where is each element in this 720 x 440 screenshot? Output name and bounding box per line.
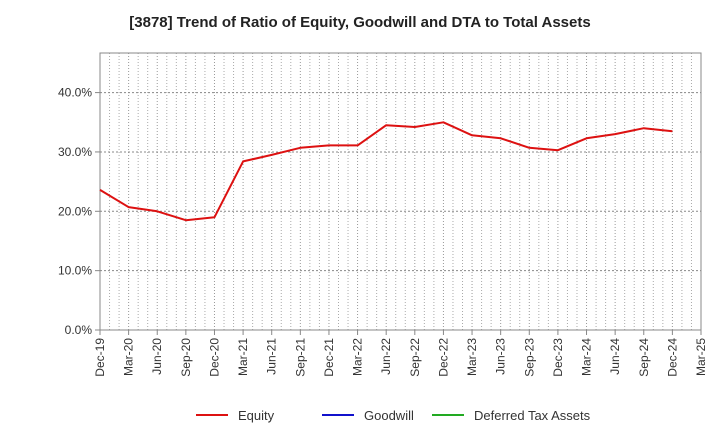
series-line-equity — [99, 121, 673, 222]
x-tick-label: Mar-23 — [465, 338, 479, 376]
series-layer — [99, 121, 673, 222]
x-tick-label: Dec-20 — [207, 338, 221, 377]
x-tick-label: Mar-21 — [236, 338, 250, 376]
y-tick-label: 20.0% — [58, 204, 92, 218]
x-tick-label: Dec-19 — [93, 338, 107, 377]
x-tick-label: Jun-23 — [494, 338, 508, 375]
x-tick-label: Mar-25 — [694, 338, 708, 376]
x-tick-label: Sep-22 — [408, 338, 422, 377]
x-tick-label: Dec-22 — [436, 338, 450, 377]
plot-area — [99, 52, 702, 331]
y-axis: 0.0% 10.0% 20.0% 30.0% 40.0% — [58, 86, 100, 337]
y-tick-label: 10.0% — [58, 264, 92, 278]
x-tick-label: Sep-23 — [522, 338, 536, 377]
x-tick-label: Mar-22 — [351, 338, 365, 376]
x-axis: Dec-19 Mar-20 Jun-20 Sep-20 Dec-20 Mar-21 Jun-… — [93, 330, 708, 377]
y-tick-label: 0.0% — [65, 323, 93, 337]
x-tick-label: Dec-24 — [665, 338, 679, 377]
legend-label: Deferred Tax Assets — [474, 408, 591, 423]
x-tick-label: Sep-20 — [179, 338, 193, 377]
x-tick-label: Sep-24 — [637, 338, 651, 377]
grid — [99, 53, 702, 331]
x-tick-label: Jun-22 — [379, 338, 393, 375]
x-tick-label: Jun-20 — [150, 338, 164, 375]
legend-label: Equity — [238, 408, 275, 423]
x-tick-label: Dec-21 — [322, 338, 336, 377]
legend: Equity Goodwill Deferred Tax Assets — [196, 408, 591, 423]
chart-title: [3878] Trend of Ratio of Equity, Goodwil… — [129, 14, 591, 31]
x-tick-label: Mar-20 — [122, 338, 136, 376]
y-tick-label: 40.0% — [58, 86, 92, 100]
x-tick-label: Jun-21 — [265, 338, 279, 375]
y-tick-label: 30.0% — [58, 145, 92, 159]
x-tick-label: Jun-24 — [608, 338, 622, 375]
x-tick-label: Mar-24 — [580, 338, 594, 376]
legend-label: Goodwill — [364, 408, 414, 423]
x-tick-label: Sep-21 — [293, 338, 307, 377]
x-tick-label: Dec-23 — [551, 338, 565, 377]
